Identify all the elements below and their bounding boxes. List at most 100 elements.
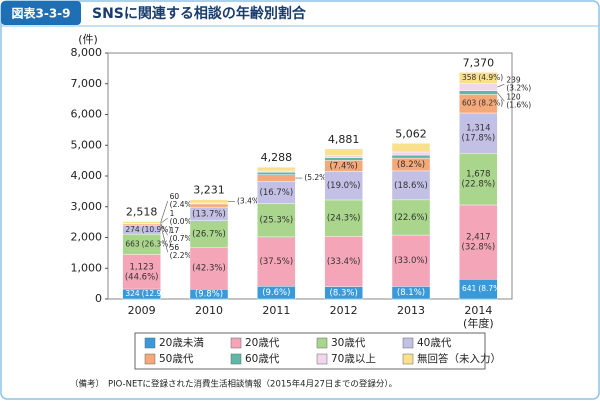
share-label: (2.2%) xyxy=(170,251,195,260)
y-tick-label: 0 xyxy=(95,292,102,305)
bar-segment xyxy=(324,157,363,161)
bar-segment xyxy=(257,203,296,238)
value-label: 641 xyxy=(462,284,477,293)
value-label: 17 xyxy=(170,226,180,235)
y-tick-label: 6,000 xyxy=(71,108,103,121)
value-label: 663 xyxy=(125,239,140,248)
share-label: (8.3%) xyxy=(330,288,358,298)
bar-segment xyxy=(391,154,431,159)
value-label: 1,123 xyxy=(129,262,153,272)
share-label: (12.9%) xyxy=(142,289,172,298)
legend-swatch xyxy=(402,353,414,365)
value-label: 358 xyxy=(462,73,477,82)
total-label: 4,881 xyxy=(328,133,360,146)
chart-title: SNSに関連する相談の年齢別割合 xyxy=(92,5,307,22)
bar-segment xyxy=(324,154,363,158)
bar-segment xyxy=(391,199,431,236)
leader-line xyxy=(497,84,505,88)
share-label: (0.7%) xyxy=(170,234,195,243)
x-tick-label: 2009 xyxy=(128,304,156,317)
share-label: (22.8%) xyxy=(462,180,496,190)
value-label: 274 xyxy=(125,225,140,234)
share-label: (17.8%) xyxy=(462,134,496,144)
share-label: (8.2%) xyxy=(478,99,503,108)
bar-segment xyxy=(459,72,498,84)
share-label: (26.3%) xyxy=(142,239,172,248)
share-label: (37.5%) xyxy=(260,257,294,267)
share-label: (19.0%) xyxy=(327,181,361,191)
value-label: 324 xyxy=(125,289,140,298)
leader-line xyxy=(497,92,505,102)
y-tick-label: 4,000 xyxy=(71,169,103,182)
bar-segment xyxy=(122,221,161,224)
y-tick-label: 3,000 xyxy=(71,200,103,213)
share-label: (8.2%) xyxy=(397,160,425,170)
share-label: (32.8%) xyxy=(462,243,496,253)
legend-label: 50歳代 xyxy=(159,353,194,365)
legend-label: 30歳代 xyxy=(331,337,366,349)
x-unit: (年度) xyxy=(463,316,494,330)
share-label: (42.3%) xyxy=(192,264,226,274)
legend-swatch xyxy=(230,353,242,365)
y-tick-label: 7,000 xyxy=(71,77,103,90)
bar-segment xyxy=(391,170,431,201)
share-label: (26.7%) xyxy=(192,229,226,239)
share-label: (18.6%) xyxy=(394,181,428,191)
bar-segment xyxy=(459,153,498,206)
bar-segment xyxy=(391,143,431,153)
bar-segment xyxy=(324,148,363,156)
share-label: (7.4%) xyxy=(330,161,358,171)
leader-line xyxy=(160,223,168,236)
y-tick-label: 5,000 xyxy=(71,138,103,151)
share-label: (9.6%) xyxy=(262,288,290,298)
share-label: (33.4%) xyxy=(327,257,361,267)
share-label: (9.8%) xyxy=(195,290,223,300)
badge-box xyxy=(1,1,81,25)
share-label: (33.0%) xyxy=(394,256,428,266)
leader-line xyxy=(160,217,168,224)
legend-box xyxy=(134,332,486,370)
value-label: 2,417 xyxy=(466,233,490,243)
bar-segment xyxy=(189,247,229,290)
y-tick-label: 8,000 xyxy=(71,46,103,59)
value-label: 1,314 xyxy=(466,124,490,134)
total-label: 3,231 xyxy=(193,184,225,197)
bar-segment xyxy=(459,204,498,280)
leader-line xyxy=(160,201,168,223)
value-label: 60 xyxy=(170,192,180,201)
share-label: (13.7%) xyxy=(192,209,226,219)
share-label: (4.9%) xyxy=(478,73,503,82)
bar-segment xyxy=(324,236,363,287)
share-label: (1.6%) xyxy=(506,100,531,109)
x-tick-label: 2011 xyxy=(262,304,290,317)
note: PIO-NETに登録された消費生活相談情報（2015年4月27日までの登録分）。 xyxy=(108,379,397,390)
total-label: 7,370 xyxy=(463,56,495,69)
share-label: (2.4%) xyxy=(170,200,195,209)
x-tick-label: 2010 xyxy=(195,304,223,317)
share-label: (16.7%) xyxy=(260,188,294,198)
share-label: (8.1%) xyxy=(397,288,425,298)
bar-segment xyxy=(459,90,498,95)
y-tick-label: 2,000 xyxy=(71,231,103,244)
value-label: 603 xyxy=(462,99,477,108)
legend-label: 無回答（未入力） xyxy=(417,352,501,365)
value-label: 56 xyxy=(170,243,180,252)
share-label: (0.0%) xyxy=(170,217,195,226)
bar-segment xyxy=(122,223,161,226)
legend-label: 20歳未満 xyxy=(159,337,204,349)
y-tick-label: 1,000 xyxy=(71,261,103,274)
bar-segment xyxy=(189,203,229,208)
legend-swatch xyxy=(144,353,156,365)
legend-swatch xyxy=(316,337,328,349)
legend-swatch xyxy=(402,337,414,349)
bar-segment xyxy=(459,112,498,154)
x-tick-label: 2014 xyxy=(464,304,492,317)
legend-swatch xyxy=(144,337,156,349)
x-tick-label: 2012 xyxy=(330,304,358,317)
badge: 図表3-3-9 xyxy=(11,6,70,21)
value-label: 1 xyxy=(170,209,175,218)
share-label: (25.3%) xyxy=(260,216,294,226)
legend-swatch xyxy=(316,353,328,365)
